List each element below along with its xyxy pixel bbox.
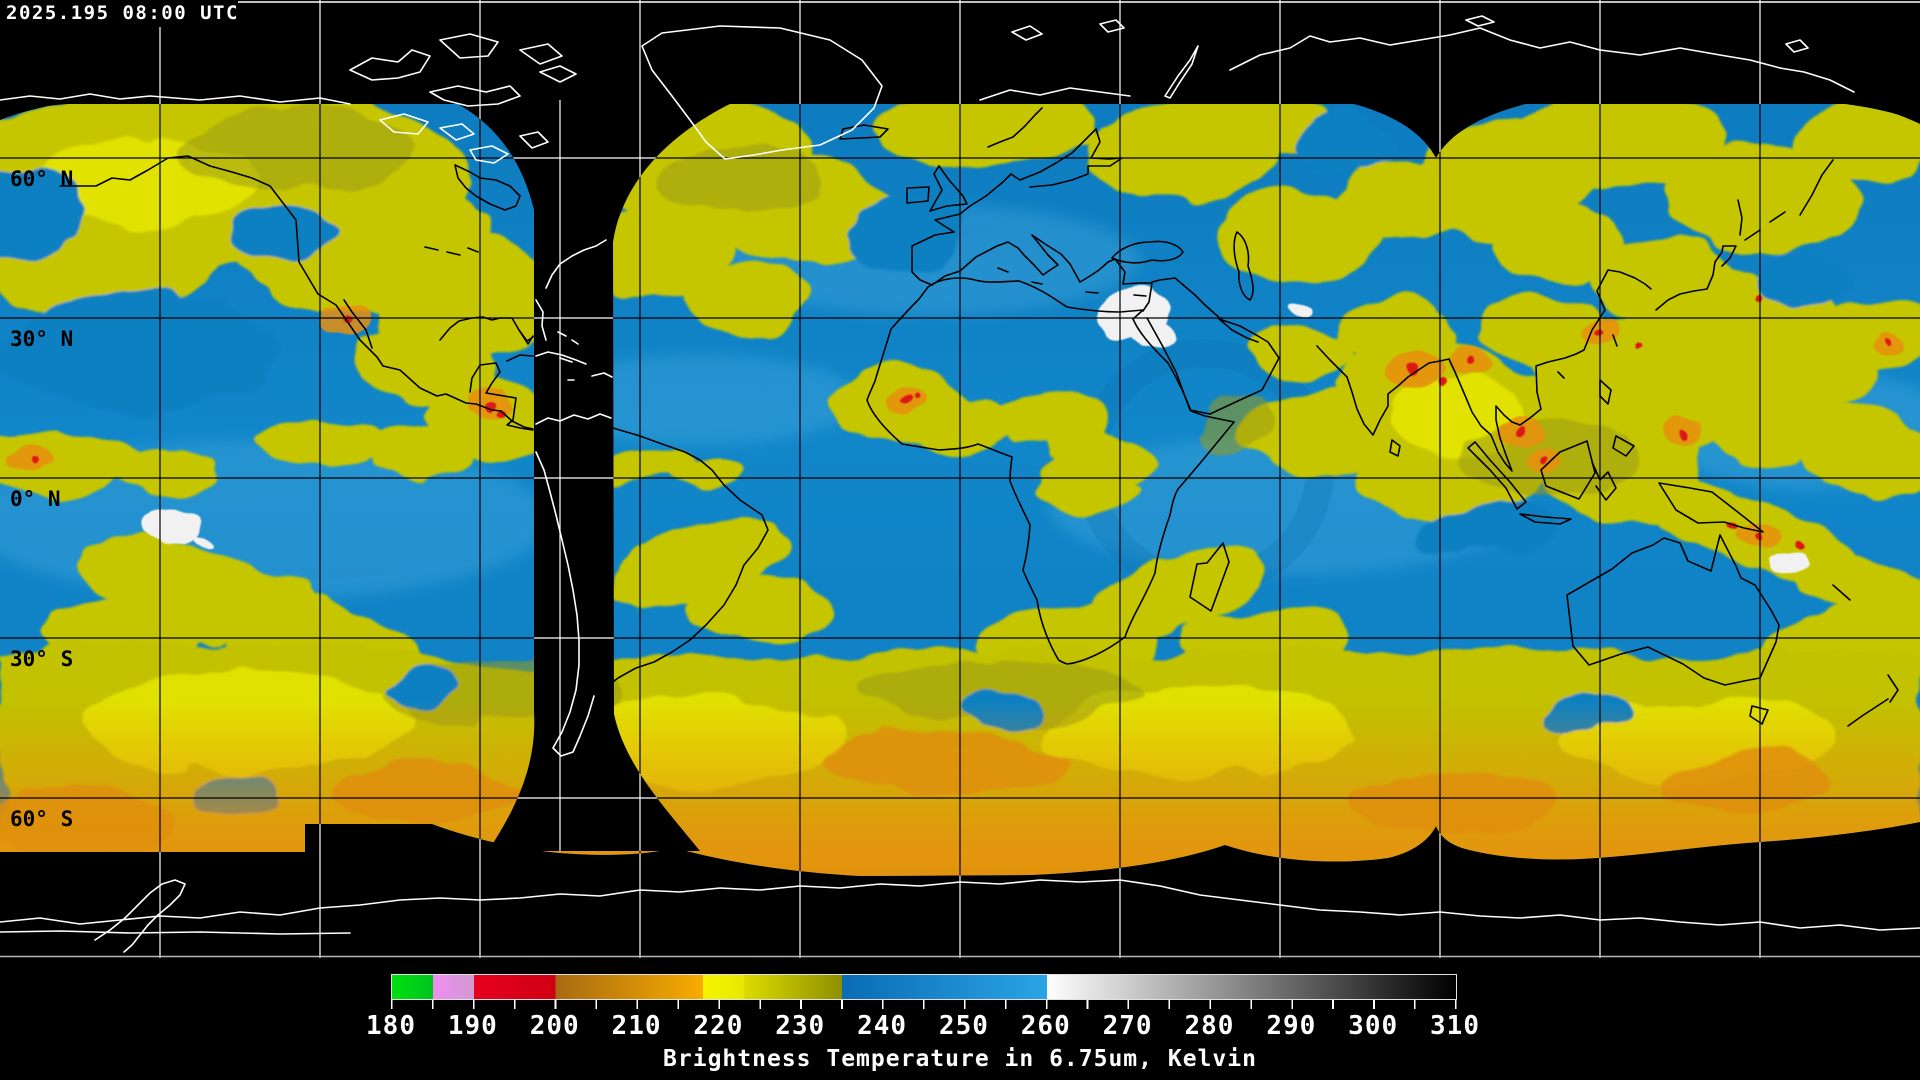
tick-label-250: 250 (938, 1011, 989, 1041)
tick-label-220: 220 (693, 1011, 744, 1041)
satellite-data-layer (0, 0, 1920, 958)
tick-label-180: 180 (366, 1011, 416, 1041)
coastlines-over-void (0, 15, 1920, 953)
lat-label-30s: 30° S (10, 647, 73, 671)
orange-cold-swirls (0, 729, 1835, 854)
tick-label-240: 240 (857, 1011, 908, 1041)
timestamp: 2025.195 08:00 UTC (6, 2, 239, 24)
tick-label-210: 210 (611, 1011, 662, 1041)
tick-label-310: 310 (1430, 1011, 1480, 1041)
coastlines-over-data (59, 107, 1899, 727)
tick-label-290: 290 (1266, 1011, 1317, 1041)
lat-label-30n: 30° N (10, 327, 73, 351)
grid-over-data (0, 0, 1920, 958)
latitude-labels: 60° N 30° N 0° N 30° S 60° S (10, 167, 73, 831)
colorbar-gradient (391, 974, 1457, 1000)
colorbar-ticks (391, 1000, 1457, 1009)
tick-label-280: 280 (1184, 1011, 1235, 1041)
lat-label-60n: 60° N (10, 167, 73, 191)
tick-label-260: 260 (1020, 1011, 1071, 1041)
tick-label-300: 300 (1348, 1011, 1399, 1041)
world-brightness-temperature-map: 2025.195 08:00 UTC 60° N 30° N 0° N 30° … (0, 0, 1920, 958)
timestamp-backdrop (0, 0, 238, 27)
convective-cores (6, 297, 1904, 550)
colorbar-wrap: 180 190 200 210 220 230 240 250 260 270 … (366, 974, 1479, 1040)
tick-label-230: 230 (775, 1011, 826, 1041)
lat-label-0n: 0° N (10, 487, 61, 511)
tick-label-270: 270 (1102, 1011, 1153, 1041)
colorbar-tick-labels: 180 190 200 210 220 230 240 250 260 270 … (366, 1011, 1479, 1042)
colorbar-panel: 180 190 200 210 220 230 240 250 260 270 … (0, 958, 1920, 1080)
colorbar-title: Brightness Temperature in 6.75um, Kelvin (663, 1046, 1257, 1072)
lat-label-60s: 60° S (10, 807, 73, 831)
tick-label-190: 190 (447, 1011, 498, 1041)
tick-label-200: 200 (529, 1011, 580, 1041)
